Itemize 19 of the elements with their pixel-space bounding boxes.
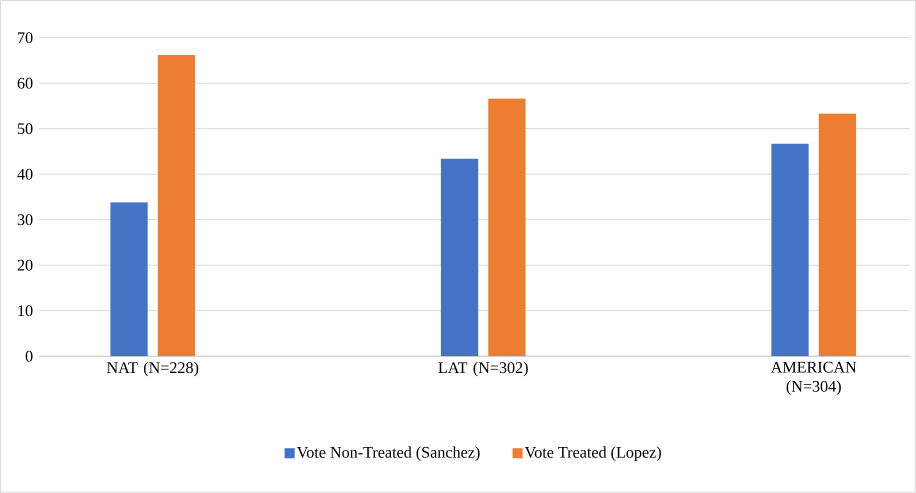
y-tick-label: 20	[18, 260, 33, 271]
y-tick-label: 40	[17, 168, 33, 180]
y-tick-label: 70	[18, 32, 33, 44]
bar	[158, 55, 196, 356]
x-tick-label: NAT (N=228)	[106, 362, 198, 377]
y-tick-label: 30	[18, 214, 33, 226]
y-tick-label: 60	[18, 78, 33, 89]
y-tick-label: 0	[26, 350, 33, 362]
y-tick-label: 10	[18, 305, 33, 316]
legend-label: Vote Non-Treated (Sanchez)	[296, 446, 480, 462]
y-tick-label: 50	[18, 123, 33, 134]
bar	[488, 98, 526, 356]
bar	[110, 202, 148, 356]
x-tick-label: LAT (N=302)	[438, 362, 528, 377]
bar	[440, 158, 478, 356]
x-tick-label: AMERICAN (N=304)	[770, 362, 856, 396]
legend-label: Vote Treated (Lopez)	[524, 446, 661, 462]
bar	[818, 114, 856, 356]
bar	[771, 144, 809, 356]
